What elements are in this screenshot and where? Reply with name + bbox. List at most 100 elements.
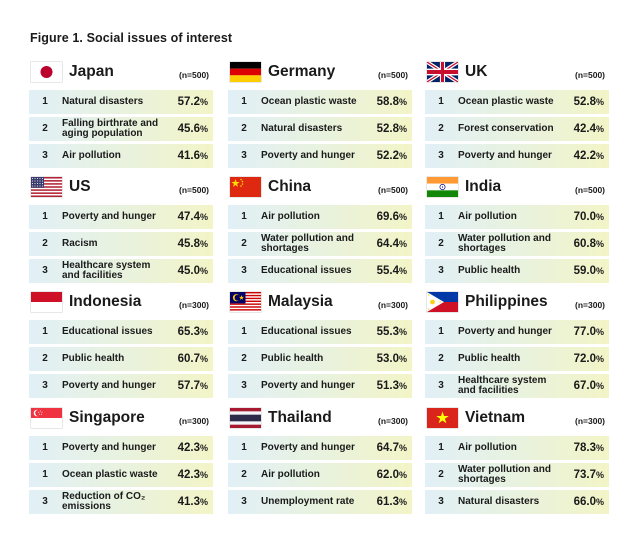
rank-number: 1 [241,96,247,107]
percentage-value: 60.8% [574,232,604,256]
sample-size: (n=500) [378,185,408,195]
issue-row: 1 Educational issues 55.3% [228,320,412,344]
rank-number: 3 [42,496,48,507]
issue-text: Public health [261,353,324,364]
sample-size: (n=300) [378,416,408,426]
country-panel: US (n=500) 1 Poverty and hunger 47.4% 2 Racism… [29,175,213,283]
percentage-number: 52.2 [376,150,399,162]
issue-row: 3 Poverty and hunger 51.3% [228,374,412,398]
issue-label: Natural disasters [261,117,361,141]
issue-label: Poverty and hunger [62,374,162,398]
issue-label: Air pollution [261,205,361,229]
percentage-value: 59.0% [574,259,604,283]
issue-text: Healthcare system and facilities [62,260,151,281]
percentage-number: 57.2 [177,96,200,108]
rank-number: 2 [438,353,444,364]
percent-sign: % [595,327,604,337]
percent-sign: % [398,212,407,222]
vietnam-flag-icon [427,408,458,428]
issue-label: Poverty and hunger [62,436,162,460]
percentage-value: 52.2% [377,144,407,168]
issue-row: 2 Falling birthrate and aging population 4… [29,117,213,141]
sample-size: (n=300) [179,300,209,310]
percentage-value: 61.3% [377,490,407,514]
country-panel: Indonesia (n=300) 1 Educational issues 65.3%… [29,290,213,398]
issue-text: Air pollution [261,469,320,480]
issue-label: Ocean plastic waste [261,90,361,114]
issue-label: Reduction of CO₂ emissions [62,490,162,514]
issue-row: 2 Water pollution and shortages 73.7% [425,463,609,487]
percent-sign: % [595,124,604,134]
issue-text: Air pollution [458,211,517,222]
issue-row: 3 Poverty and hunger 52.2% [228,144,412,168]
sample-size: (n=300) [575,300,605,310]
panel-header: Vietnam (n=300) [425,406,609,433]
issue-label: Educational issues [62,320,162,344]
issue-label: Unemployment rate [261,490,361,514]
percent-sign: % [199,327,208,337]
rank-number: 3 [241,265,247,276]
percentage-number: 42.4 [573,123,596,135]
issue-text: Poverty and hunger [458,150,552,161]
issue-row: 3 Unemployment rate 61.3% [228,490,412,514]
sample-size: (n=300) [179,416,209,426]
percentage-number: 41.6 [177,150,200,162]
issue-row: 1 Ocean plastic waste 52.8% [425,90,609,114]
country-name: Japan [69,63,114,80]
issue-row: 3 Healthcare system and facilities 67.0% [425,374,609,398]
issue-row: 3 Air pollution 41.6% [29,144,213,168]
rank-number: 2 [438,238,444,249]
percentage-value: 66.0% [574,490,604,514]
country-name: Philippines [465,293,548,310]
issue-text: Public health [458,353,521,364]
singapore-flag-icon [31,408,62,428]
issue-text: Air pollution [62,150,121,161]
issue-text: Ocean plastic waste [261,96,357,107]
issue-label: Racism [62,232,162,256]
percentage-value: 42.3% [178,436,208,460]
issue-label: Poverty and hunger [458,320,558,344]
percent-sign: % [398,354,407,364]
country-name: Singapore [69,409,145,426]
percentage-value: 64.7% [377,436,407,460]
percentage-number: 72.0 [573,353,596,365]
country-name: Thailand [268,409,332,426]
sample-size: (n=300) [575,416,605,426]
percent-sign: % [199,212,208,222]
percentage-value: 53.0% [377,347,407,371]
percentage-number: 55.3 [376,326,399,338]
country-name: US [69,178,91,195]
country-name: India [465,178,502,195]
issue-label: Educational issues [261,320,361,344]
issue-row: 1 Air pollution 69.6% [228,205,412,229]
percentage-value: 45.6% [178,117,208,141]
issue-label: Healthcare system and facilities [458,374,558,398]
issue-row: 3 Reduction of CO₂ emissions 41.3% [29,490,213,514]
percentage-number: 70.0 [573,211,596,223]
issue-text: Forest conservation [458,123,554,134]
issue-text: Air pollution [261,211,320,222]
rank-number: 2 [42,123,48,134]
rank-number: 2 [438,469,444,480]
percentage-number: 51.3 [376,380,399,392]
issue-row: 2 Air pollution 62.0% [228,463,412,487]
percentage-number: 41.3 [177,496,200,508]
issue-label: Public health [458,259,558,283]
india-flag-icon [427,177,458,197]
percentage-number: 45.6 [177,123,200,135]
issue-label: Forest conservation [458,117,558,141]
percent-sign: % [595,381,604,391]
sample-size: (n=500) [575,70,605,80]
rank-number: 3 [241,150,247,161]
rank-number: 1 [42,326,48,337]
rank-number: 1 [438,326,444,337]
percentage-number: 47.4 [177,211,200,223]
percentage-number: 45.0 [177,265,200,277]
percent-sign: % [595,239,604,249]
percentage-number: 66.0 [573,496,596,508]
percentage-value: 72.0% [574,347,604,371]
sample-size: (n=500) [575,185,605,195]
percentage-number: 62.0 [376,469,399,481]
percent-sign: % [199,354,208,364]
rank-number: 2 [241,469,247,480]
